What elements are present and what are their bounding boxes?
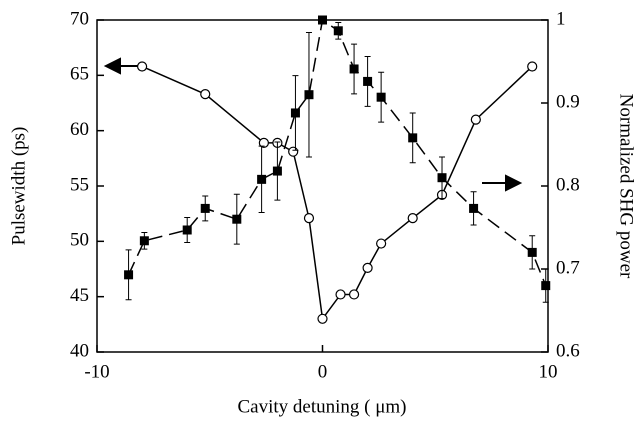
x-axis-label: Cavity detuning ( μm) bbox=[237, 396, 406, 417]
point bbox=[333, 26, 343, 36]
point bbox=[200, 203, 210, 213]
point bbox=[318, 15, 327, 25]
point bbox=[257, 174, 267, 184]
y-tick-label: 45 bbox=[70, 285, 89, 306]
point bbox=[541, 281, 551, 291]
point bbox=[437, 173, 447, 183]
point bbox=[527, 247, 537, 257]
point bbox=[408, 133, 418, 143]
point bbox=[290, 108, 300, 118]
x-tick-label: 10 bbox=[539, 361, 558, 382]
point bbox=[304, 90, 314, 100]
point bbox=[139, 236, 149, 246]
point bbox=[363, 76, 373, 86]
x-tick-label: -10 bbox=[84, 361, 109, 382]
point bbox=[288, 146, 299, 157]
annotation-arrows bbox=[103, 57, 523, 192]
y2-tick-label: 0.6 bbox=[556, 340, 580, 361]
point bbox=[335, 289, 346, 300]
point bbox=[469, 203, 479, 213]
y-tick-label: 60 bbox=[70, 119, 89, 140]
y2-tick-label: 0.9 bbox=[556, 91, 580, 112]
series-line bbox=[127, 18, 547, 286]
point bbox=[200, 89, 211, 100]
y2-tick-label: 0.7 bbox=[556, 257, 580, 278]
point bbox=[362, 262, 373, 273]
point bbox=[348, 289, 360, 300]
point bbox=[137, 61, 148, 72]
plot-frame bbox=[96, 19, 549, 353]
left-arrow-head bbox=[103, 57, 121, 75]
y2-tick-label: 0.8 bbox=[556, 174, 580, 195]
y-tick-label: 55 bbox=[70, 174, 89, 195]
point bbox=[376, 238, 387, 249]
point bbox=[376, 92, 386, 102]
point bbox=[182, 225, 192, 235]
point bbox=[124, 270, 134, 280]
y-tick-label: 40 bbox=[70, 340, 89, 361]
point bbox=[527, 61, 538, 72]
y-axis-label: Pulsewidth (ps) bbox=[8, 127, 29, 246]
point bbox=[258, 137, 269, 148]
point bbox=[272, 166, 282, 176]
y2-axis-label: Normalized SHG power bbox=[616, 94, 637, 279]
point bbox=[232, 214, 242, 224]
x-tick-label: 0 bbox=[318, 361, 328, 382]
point bbox=[349, 64, 359, 74]
point bbox=[317, 313, 328, 324]
y-tick-label: 70 bbox=[70, 8, 89, 29]
right-arrow-head bbox=[505, 174, 523, 192]
y2-tick-label: 1 bbox=[556, 8, 566, 29]
point bbox=[470, 114, 481, 125]
y-tick-label: 50 bbox=[70, 230, 89, 251]
y-tick-label: 65 bbox=[70, 64, 89, 85]
point bbox=[303, 212, 315, 224]
point bbox=[407, 212, 418, 224]
